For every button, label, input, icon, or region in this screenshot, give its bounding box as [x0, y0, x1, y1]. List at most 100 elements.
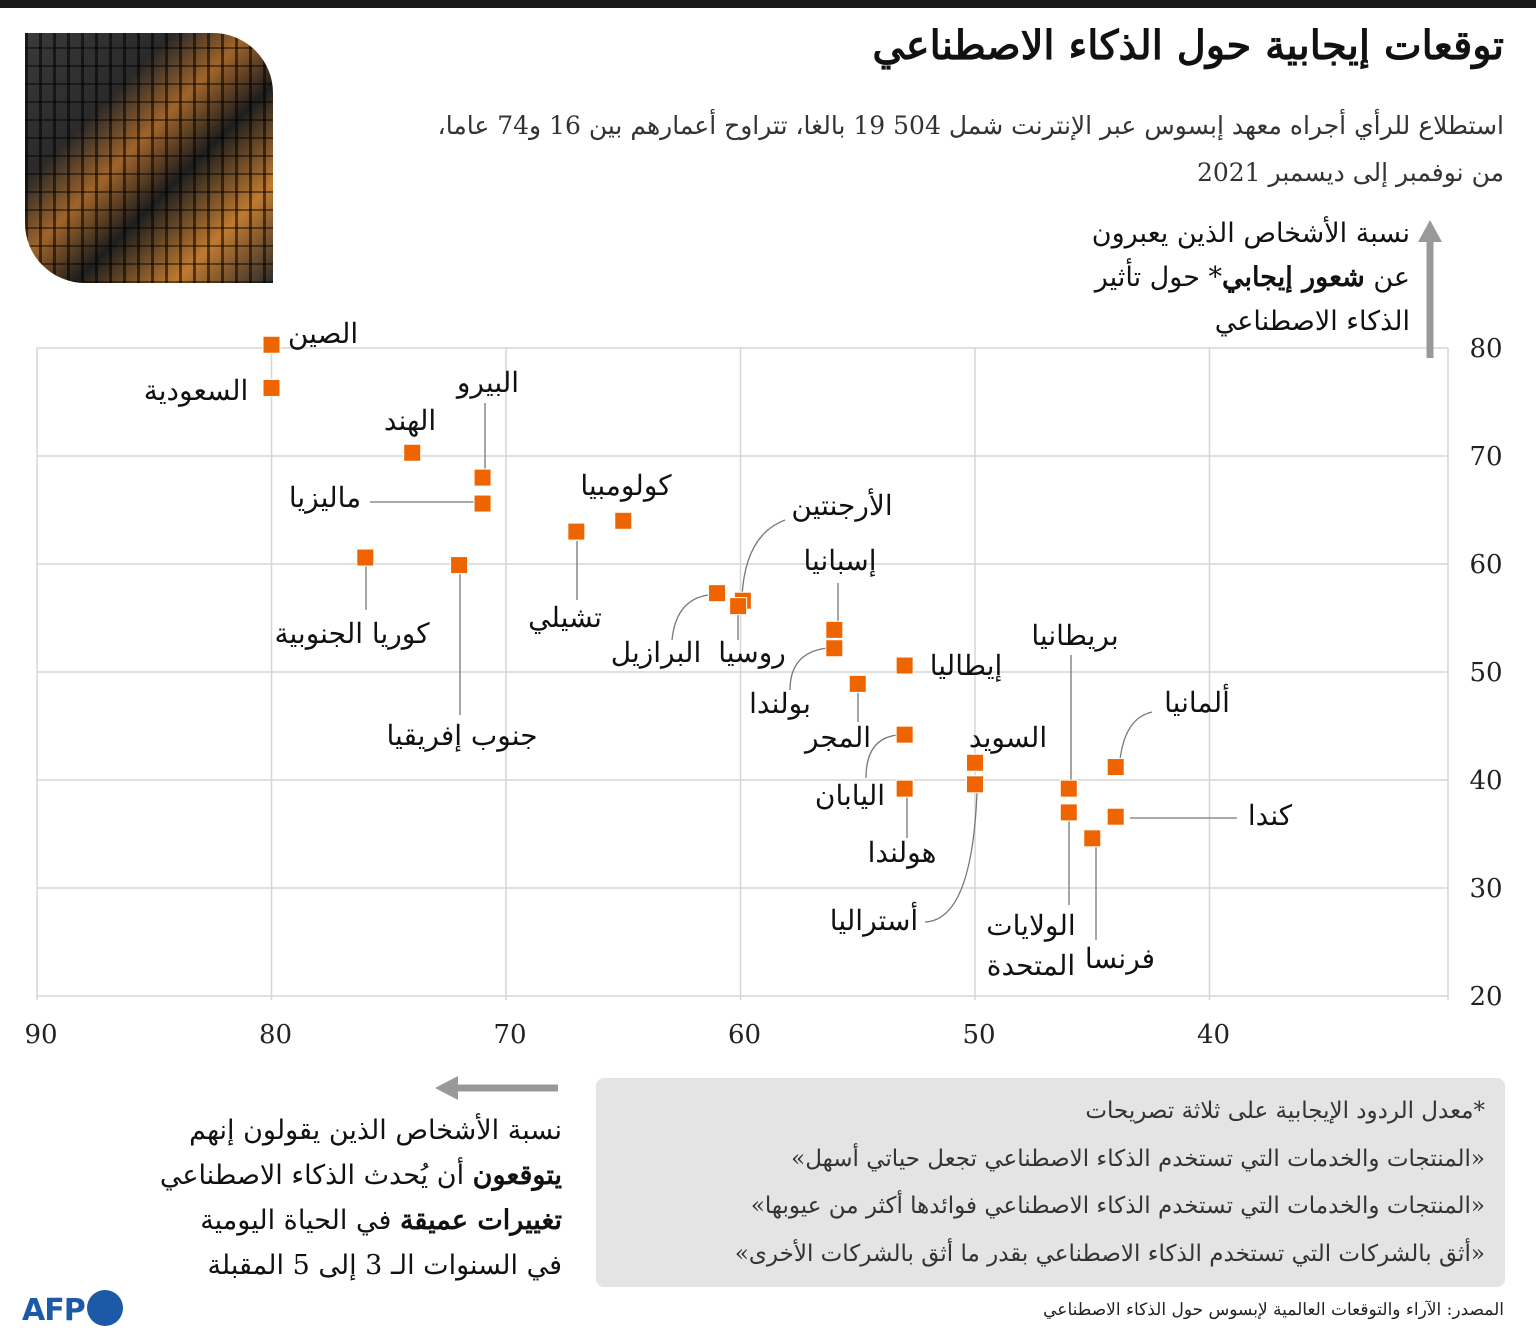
- y-title-line-3: الذكاء الاصطناعي: [1214, 306, 1410, 337]
- footnote-line: «أثق بالشركات التي تستخدم الذكاء الاصطنا…: [734, 1240, 1485, 1267]
- x-tick-label: 40: [1197, 1020, 1230, 1050]
- data-point-marker: [825, 620, 844, 639]
- point-label: بريطانيا: [1031, 619, 1118, 652]
- data-point-marker: [262, 378, 281, 397]
- x-axis-title: نسبة الأشخاص الذين يقولون إنهم يتوقعون أ…: [100, 1108, 562, 1288]
- footnote-line: «المنتجات والخدمات التي تستخدم الذكاء ال…: [791, 1145, 1485, 1172]
- leader-line: [671, 594, 709, 641]
- grid: [36, 347, 1449, 1000]
- y-tick-label: 80: [1469, 334, 1502, 364]
- x-title-line-2: يتوقعون أن يُحدث الذكاء الاصطناعي: [100, 1153, 562, 1198]
- data-point-marker: [473, 494, 492, 513]
- data-points: [262, 335, 1125, 848]
- data-point-marker: [450, 556, 469, 575]
- footnote-line: *معدل الردود الإيجابية على ثلاثة تصريحات: [1085, 1098, 1485, 1124]
- data-point-marker: [1059, 803, 1078, 822]
- data-point-marker: [1059, 779, 1078, 798]
- y-tick-label: 50: [1469, 658, 1502, 688]
- data-point-marker: [1106, 758, 1125, 777]
- data-point-marker: [708, 584, 727, 603]
- y-tick-label: 60: [1469, 550, 1502, 580]
- leader-line: [741, 519, 786, 598]
- point-label: المجر: [803, 721, 871, 754]
- y-title-text: * حول تأثير: [1094, 262, 1223, 293]
- point-label: الولايات المتحدة: [986, 909, 1075, 982]
- point-label: إسبانيا: [804, 544, 877, 577]
- x-title-bold: تغييرات عميقة: [399, 1205, 562, 1236]
- point-label: ألمانيا: [1164, 684, 1230, 719]
- x-tick-label: 50: [962, 1020, 995, 1050]
- point-label: فرنسا: [1085, 942, 1155, 975]
- y-title-line-2: عن شعور إيجابي* حول تأثير: [1010, 256, 1410, 300]
- x-title-text: في الحياة اليومية: [200, 1205, 400, 1236]
- data-point-marker: [729, 597, 748, 616]
- footnote-line: «المنتجات والخدمات التي تستخدم الذكاء ال…: [750, 1193, 1485, 1219]
- data-point-marker: [895, 725, 914, 744]
- point-label: روسيا: [718, 636, 785, 669]
- y-tick-label: 40: [1469, 766, 1502, 796]
- data-point-marker: [473, 468, 492, 487]
- y-title-line-1: نسبة الأشخاص الذين يعبرون: [1091, 218, 1410, 249]
- point-label: البرازيل: [611, 636, 702, 669]
- y-tick-label: 30: [1469, 874, 1502, 904]
- leader-lines: [365, 403, 1237, 940]
- subtitle: استطلاع للرأي أجراه معهد إبسوس عبر الإنت…: [354, 102, 1504, 196]
- point-label: كوريا الجنوبية: [274, 617, 430, 650]
- x-title-text: أن يُحدث الذكاء الاصطناعي: [159, 1160, 473, 1191]
- point-label: السويد: [969, 721, 1047, 754]
- point-label: ماليزيا: [289, 481, 361, 514]
- y-title-text: عن: [1364, 262, 1410, 293]
- data-point-marker: [966, 775, 984, 794]
- point-label: تشيلي: [528, 601, 602, 634]
- point-label: جنوب إفريقيا: [386, 719, 537, 752]
- afp-logo: AFP: [22, 1290, 123, 1328]
- circuit-board-image: [25, 33, 273, 283]
- point-label: السعودية: [144, 374, 249, 407]
- x-axis-arrow: [435, 1076, 558, 1100]
- leader-line: [924, 791, 978, 923]
- y-tick-label: 20: [1469, 982, 1502, 1012]
- tick-labels: 80 70 60 50 40 30 20 90 80 70 60 50 40: [24, 334, 1502, 1050]
- data-point-marker: [1083, 829, 1102, 848]
- data-point-marker: [356, 548, 375, 567]
- leader-line: [1119, 711, 1153, 761]
- data-point-marker: [848, 674, 867, 693]
- x-tick-label: 90: [24, 1020, 57, 1050]
- data-point-marker: [403, 443, 422, 462]
- data-point-marker: [966, 753, 984, 772]
- x-title-bold: يتوقعون: [472, 1160, 562, 1191]
- x-tick-label: 60: [728, 1020, 761, 1050]
- data-point-marker: [895, 656, 914, 675]
- y-tick-label: 70: [1469, 442, 1502, 472]
- page-title: توقعات إيجابية حول الذكاء الاصطناعي: [872, 22, 1504, 69]
- afp-logo-dot: [86, 1290, 123, 1326]
- point-label: الصين: [288, 317, 358, 350]
- x-tick-label: 70: [493, 1020, 526, 1050]
- point-label: كندا: [1248, 799, 1293, 832]
- x-title-line-3: تغييرات عميقة في الحياة اليومية: [100, 1198, 562, 1243]
- x-tick-label: 80: [259, 1020, 292, 1050]
- point-label: اليابان: [815, 779, 885, 812]
- point-label: الهند: [384, 404, 436, 437]
- y-axis-arrow: [1418, 220, 1442, 358]
- y-axis-title: نسبة الأشخاص الذين يعبرون عن شعور إيجابي…: [1010, 212, 1410, 344]
- data-point-marker: [567, 522, 586, 541]
- data-point-marker: [825, 639, 844, 658]
- point-label: أستراليا: [830, 902, 918, 937]
- afp-logo-text: AFP: [22, 1293, 86, 1328]
- point-label: هولندا: [868, 836, 937, 869]
- leader-line: [865, 734, 899, 779]
- data-point-marker: [614, 511, 633, 530]
- subtitle-line-2: من نوفمبر إلى ديسمبر 2021: [1196, 158, 1504, 187]
- data-point-marker: [895, 779, 914, 798]
- data-point-marker: [1106, 807, 1125, 826]
- point-label: بولندا: [749, 687, 811, 720]
- data-point-marker: [262, 335, 281, 354]
- point-labels: الصين السعودية الهند البيرو ماليزيا كوريا الج…: [144, 317, 1293, 982]
- x-title-line-4: في السنوات الـ 3 إلى 5 المقبلة: [207, 1250, 562, 1281]
- footnote-box: *معدل الردود الإيجابية على ثلاثة تصريحات…: [596, 1078, 1505, 1287]
- point-label: البيرو: [455, 366, 519, 399]
- top-bar: [0, 0, 1536, 8]
- subtitle-line-1: استطلاع للرأي أجراه معهد إبسوس عبر الإنت…: [437, 111, 1504, 140]
